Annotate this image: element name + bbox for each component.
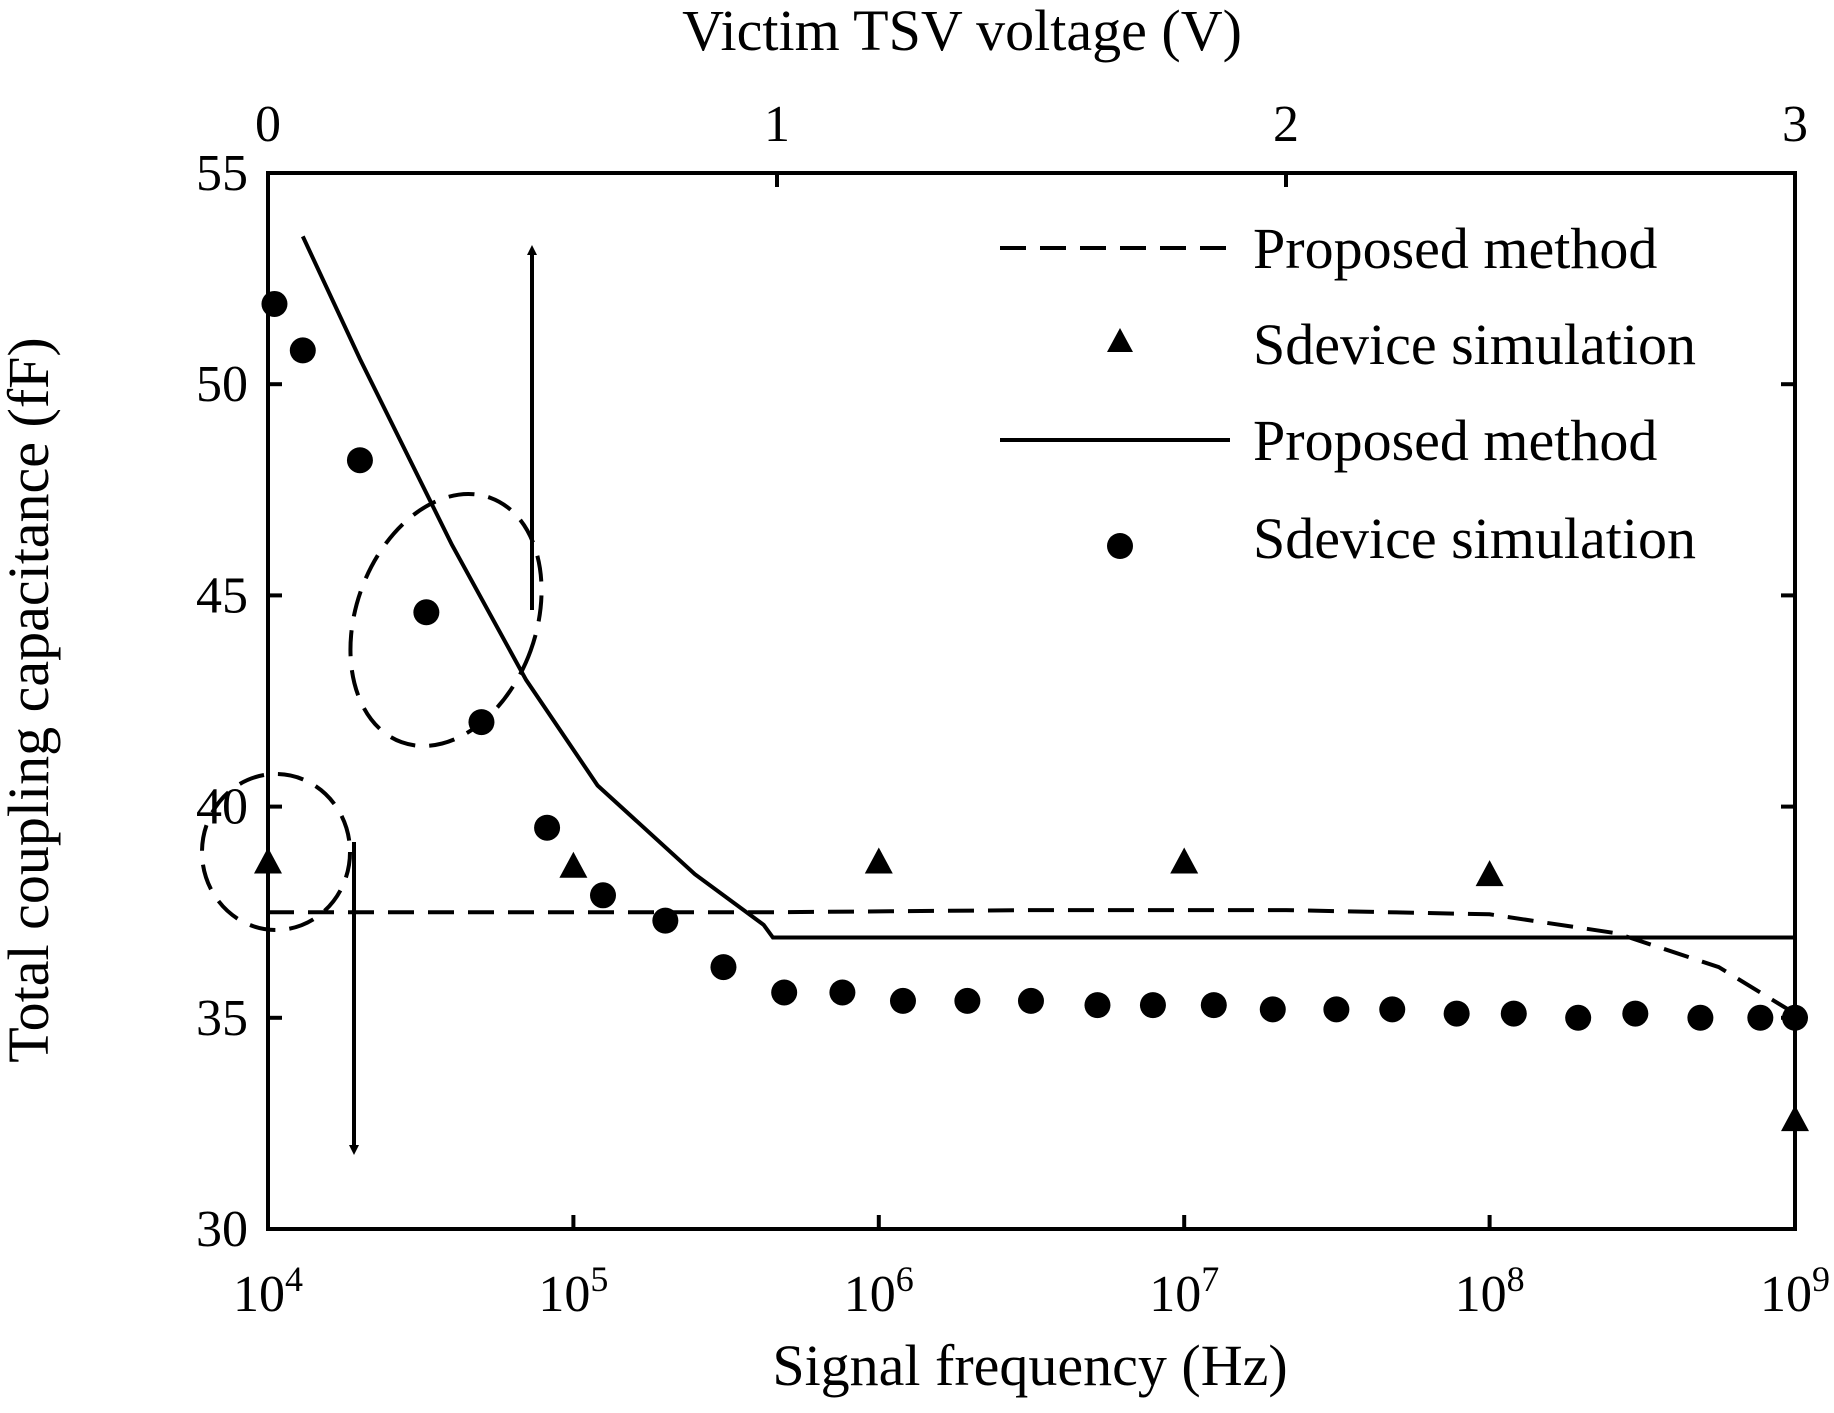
legend-label-sdevice-circles: Sdevice simulation [1253,506,1696,571]
circle-point [1379,996,1405,1022]
bottom-x-tick-label: 107 [1149,1259,1219,1323]
circle-point [1782,1005,1808,1031]
circle-point [1323,996,1349,1022]
circle-point [652,908,678,934]
bottom-x-tick-label: 105 [538,1259,608,1323]
circle-point [1084,992,1110,1018]
circle-point [1687,1005,1713,1031]
circle-point [1201,992,1227,1018]
legend-triangle-marker [1107,328,1133,352]
legend-label-sdevice-triangles: Sdevice simulation [1253,312,1696,377]
circle-point [1501,1001,1527,1027]
circle-point [954,988,980,1014]
circle-point [771,979,797,1005]
circle-point [413,599,439,625]
legend-circle-marker [1107,533,1133,559]
y-tick-label: 30 [196,1201,248,1258]
bottom-x-tick-label: 109 [1760,1259,1830,1323]
triangle-point [1170,848,1198,874]
bottom-x-tick-label: 108 [1455,1259,1525,1323]
top-x-tick-label: 1 [764,96,790,153]
circle-point [261,291,287,317]
x-axis-title: Signal frequency (Hz) [772,1333,1287,1398]
circle-point [1018,988,1044,1014]
y-tick-label: 50 [196,356,248,413]
y-tick-label: 55 [196,145,248,202]
top-x-axis-title: Victim TSV voltage (V) [682,0,1242,63]
circle-point [890,988,916,1014]
legend-label-proposed-solid: Proposed method [1253,408,1657,473]
top-x-tick-label: 0 [255,96,281,153]
bottom-x-tick-label: 104 [233,1259,303,1323]
circle-point [534,815,560,841]
circle-point [1565,1005,1591,1031]
circle-point [347,447,373,473]
circle-point [829,979,855,1005]
bottom-x-tick-label: 106 [844,1259,914,1323]
y-tick-label: 45 [196,567,248,624]
circle-point [1260,996,1286,1022]
bottom-x-axis-ticks: 104 105 106 107 108 109 [233,1215,1830,1323]
triangle-point [865,848,893,874]
top-x-tick-label: 3 [1782,96,1808,153]
triangle-point [1476,860,1504,886]
circle-point [590,882,616,908]
circle-point [290,337,316,363]
annotation-ellipse-circles [317,467,575,773]
circle-point [1622,1001,1648,1027]
legend: Proposed method Sdevice simulation Propo… [1000,216,1696,571]
top-x-tick-label: 2 [1273,96,1299,153]
legend-label-proposed-dashed: Proposed method [1253,216,1657,281]
circle-point [1140,992,1166,1018]
circle-point [1444,1001,1470,1027]
triangle-point [1781,1105,1809,1131]
triangle-point [254,848,282,874]
annotation-ellipse-triangles [202,774,350,930]
y-tick-label: 35 [196,990,248,1047]
triangle-point [559,852,587,878]
circle-point [710,954,736,980]
y-axis-title: Total coupling capacitance (fF) [0,337,61,1062]
circle-point [1747,1005,1773,1031]
